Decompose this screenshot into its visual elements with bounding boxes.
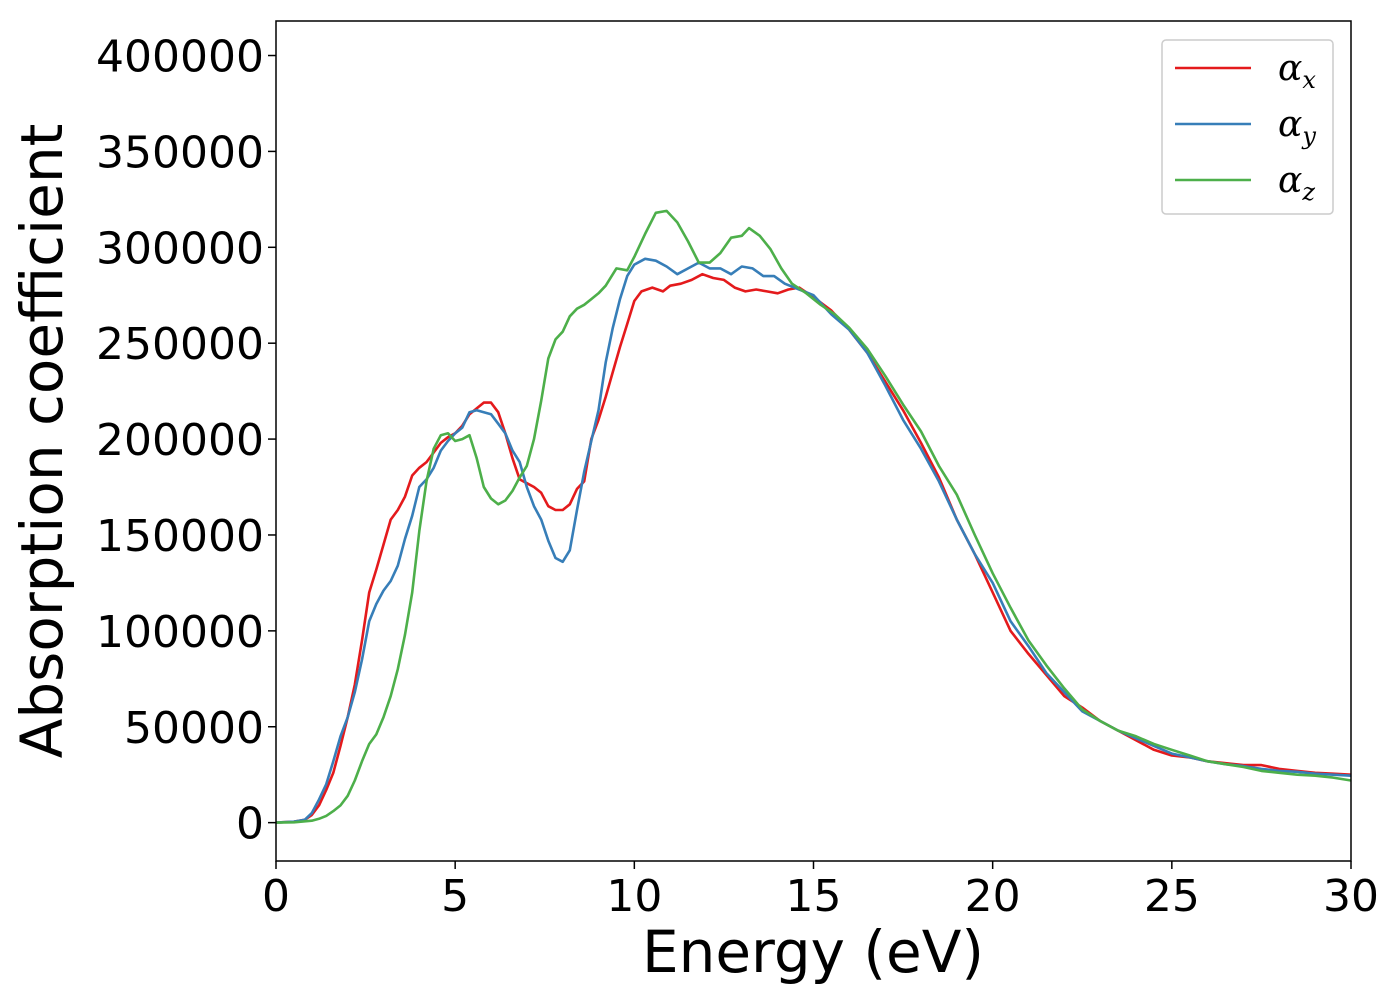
legend-subscript: y [1301, 122, 1316, 150]
x-axis-label: Energy (eV) [642, 918, 984, 986]
legend-symbol: α [1278, 104, 1302, 145]
y-tick-label: 150000 [96, 511, 264, 562]
legend-subscript: x [1302, 66, 1316, 94]
x-tick-label: 15 [786, 871, 842, 922]
y-tick-label: 100000 [96, 607, 264, 658]
x-tick-label: 10 [606, 871, 662, 922]
series-line-y [275, 257, 1352, 824]
legend-label-x: αx [1278, 48, 1316, 94]
x-tick-label: 20 [965, 871, 1021, 922]
x-tick-label: 5 [441, 871, 469, 922]
x-tick-label: 0 [262, 871, 290, 922]
y-tick-label: 0 [236, 799, 264, 850]
x-axis-ticks: 0 5 10 15 20 25 30 [262, 861, 1379, 922]
y-tick-label: 200000 [96, 415, 264, 466]
y-axis-ticks: 0 50000 100000 150000 200000 250000 300000 3500… [96, 32, 276, 850]
x-tick-label: 25 [1144, 871, 1200, 922]
legend-label-z: αz [1278, 160, 1315, 206]
y-tick-label: 400000 [96, 32, 264, 83]
series-layer [275, 209, 1352, 824]
series-line-z [275, 209, 1352, 824]
y-tick-label: 50000 [124, 703, 264, 754]
legend-symbol: α [1278, 160, 1302, 201]
y-tick-label: 350000 [96, 127, 264, 178]
series-line-x [275, 272, 1352, 824]
legend-label-y: αy [1278, 104, 1316, 150]
x-tick-label: 30 [1323, 871, 1379, 922]
legend-subscript: z [1301, 178, 1315, 206]
y-tick-label: 300000 [96, 223, 264, 274]
legend-box [1161, 39, 1334, 215]
legend-symbol: α [1278, 48, 1302, 89]
y-axis-label: Absorption coefficient [8, 124, 76, 759]
y-tick-label: 250000 [96, 319, 264, 370]
